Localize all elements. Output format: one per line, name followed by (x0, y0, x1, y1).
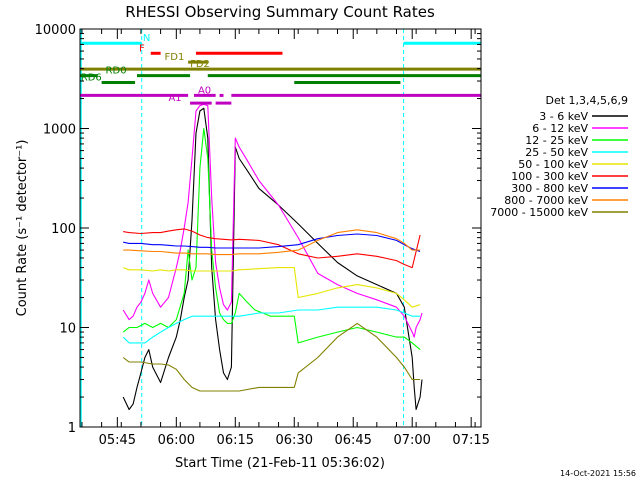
flag-label-7: A0 (198, 85, 211, 96)
series-line-1 (122, 103, 423, 338)
timestamp: 14-Oct-2021 15:56 (560, 469, 636, 478)
x-tick-label-4: 06:45 (334, 433, 371, 448)
axis-ticks: 1 10 100 1000 10000 05:45 06:00 06:15 06:30 06:45… (35, 23, 490, 448)
x-tick-label-2: 06:15 (217, 433, 254, 448)
legend-title: Det 1,3,4,5,6,9 (545, 94, 628, 107)
series-line-6 (123, 233, 421, 253)
x-tick-label-6: 07:15 (452, 433, 489, 448)
flag-label-2: FD1 (165, 52, 185, 63)
legend-label-7: 800 - 7000 keV (504, 194, 588, 207)
flag-label-4: RD0 (106, 66, 127, 77)
flag-label-5: RD6 (81, 72, 102, 83)
y-tick-label-0: 1 (68, 421, 76, 436)
x-axis-label: Start Time (21-Feb-11 05:36:02) (175, 456, 385, 471)
series-line-5 (123, 228, 421, 269)
chart-title: RHESSI Observing Summary Count Rates (125, 3, 435, 21)
legend-label-1: 6 - 12 keV (532, 122, 588, 135)
y-axis-label: Count Rate (s⁻¹ detector⁻¹) (15, 140, 30, 317)
legend-label-8: 7000 - 15000 keV (490, 206, 588, 219)
y-tick-label-2: 100 (51, 222, 76, 237)
flag-label-1: F (139, 43, 145, 54)
series-line-3 (122, 306, 421, 344)
series-line-8 (122, 322, 421, 392)
flag-bars: NF FD1 FD2 RD0 RD6 A1 A0 (80, 33, 481, 105)
y-tick-label-4: 10000 (35, 23, 76, 38)
legend-label-6: 300 - 800 keV (511, 182, 588, 195)
series-line-4 (123, 267, 421, 308)
flag-label-6: A1 (168, 93, 181, 104)
series-line-2 (122, 127, 421, 351)
legend-label-5: 100 - 300 keV (511, 170, 588, 183)
legend-label-3: 25 - 50 keV (525, 146, 588, 159)
series-line-0 (122, 107, 423, 411)
plot-frame (79, 28, 482, 428)
y-tick-label-3: 1000 (43, 123, 76, 138)
series-line-7 (123, 229, 421, 256)
legend-label-4: 50 - 100 keV (518, 158, 588, 171)
x-tick-label-5: 07:00 (393, 433, 430, 448)
flag-label-0: N (143, 33, 150, 44)
legend-label-2: 12 - 25 keV (525, 134, 588, 147)
series-lines (122, 103, 423, 411)
x-tick-label-1: 06:00 (158, 433, 195, 448)
legend-label-0: 3 - 6 keV (539, 110, 588, 123)
x-tick-label-0: 05:45 (99, 433, 136, 448)
x-tick-label-3: 06:30 (276, 433, 313, 448)
y-tick-label-1: 10 (59, 322, 76, 337)
night-boundaries (80, 29, 405, 427)
flag-label-3: FD2 (190, 59, 210, 70)
